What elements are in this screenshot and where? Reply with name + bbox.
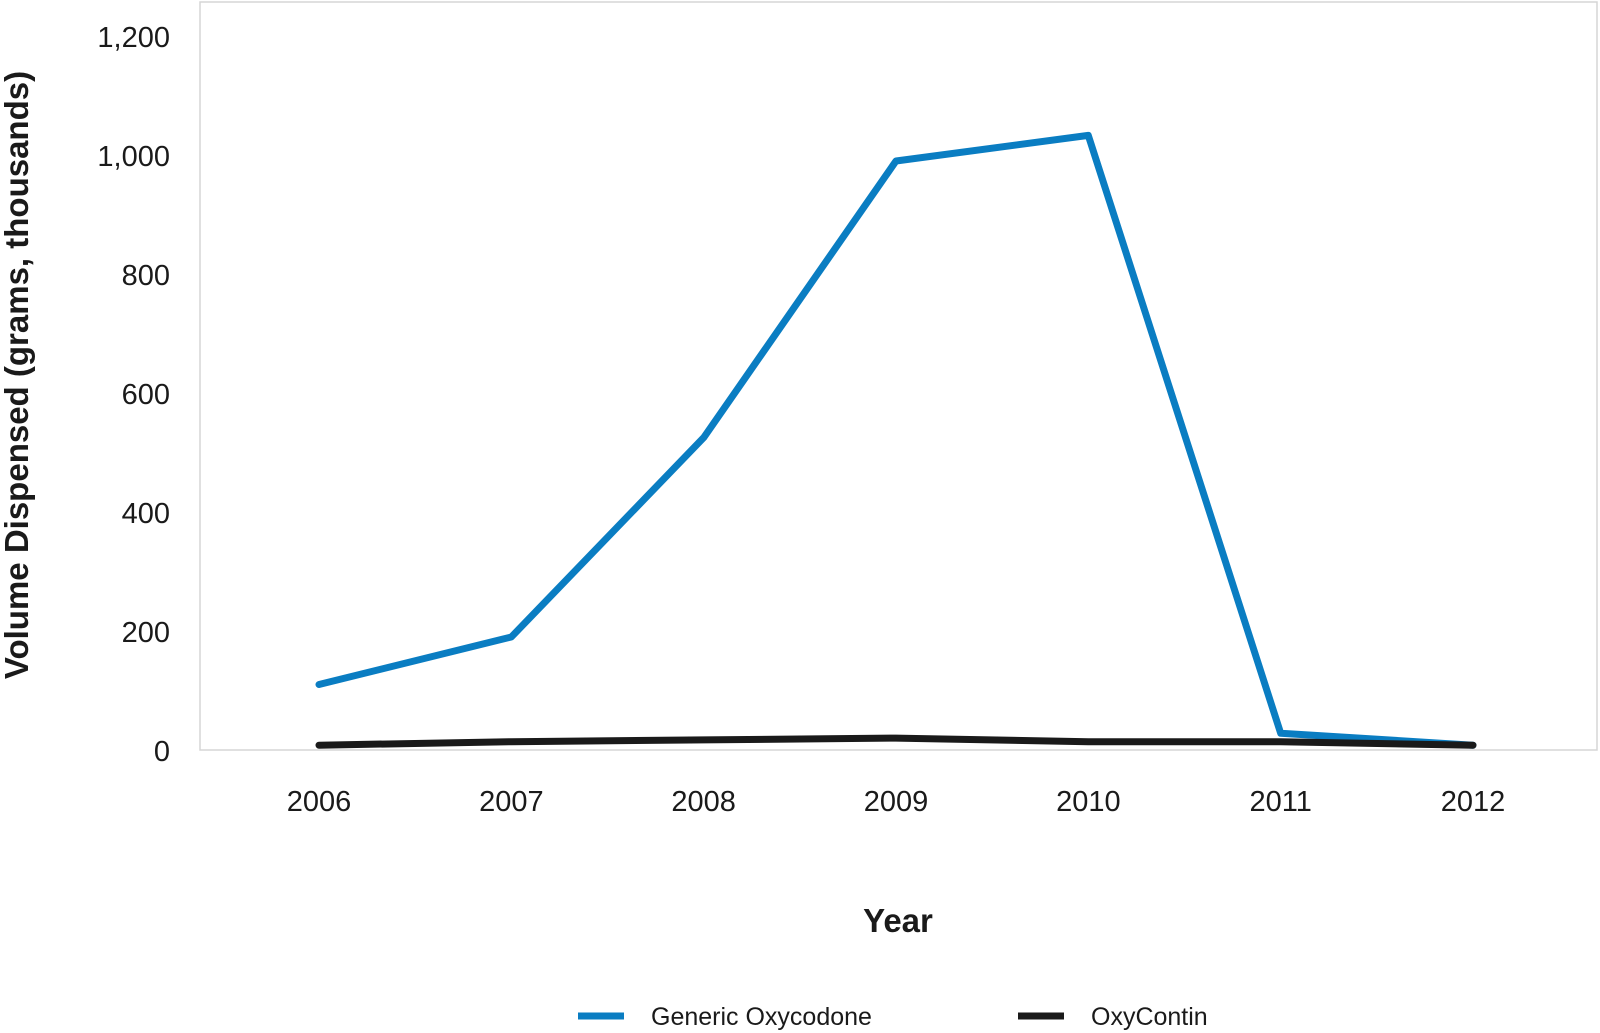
y-tick-label: 800 xyxy=(122,260,170,292)
y-tick-label: 1,000 xyxy=(97,141,170,173)
x-tick-label: 2011 xyxy=(1249,786,1311,818)
x-axis-ticks: 2006 2007 2008 2009 2010 2011 2012 xyxy=(287,786,1506,818)
y-tick-label: 1,200 xyxy=(97,22,170,54)
x-axis-title: Year xyxy=(863,902,933,939)
y-axis-title: Volume Dispensed (grams, thousands) xyxy=(0,71,35,679)
plot-area xyxy=(199,1,1598,751)
y-axis-ticks: 0 200 400 600 800 1,000 1,200 xyxy=(97,22,170,768)
legend-label: Generic Oxycodone xyxy=(651,1003,872,1031)
y-tick-label: 600 xyxy=(122,379,170,411)
y-tick-label: 200 xyxy=(122,617,170,649)
y-tick-label: 400 xyxy=(122,498,170,530)
series-line xyxy=(315,734,1477,749)
legend: Generic Oxycodone OxyContin xyxy=(578,1003,1208,1031)
series-lines xyxy=(315,131,1477,749)
x-tick-label: 2007 xyxy=(479,786,544,818)
x-tick-label: 2010 xyxy=(1056,786,1121,818)
y-tick-label: 0 xyxy=(154,736,170,768)
x-tick-label: 2009 xyxy=(864,786,929,818)
x-tick-label: 2008 xyxy=(671,786,736,818)
x-tick-label: 2012 xyxy=(1441,786,1506,818)
series-line xyxy=(315,131,1477,749)
x-tick-label: 2006 xyxy=(287,786,352,818)
legend-label: OxyContin xyxy=(1091,1003,1208,1031)
